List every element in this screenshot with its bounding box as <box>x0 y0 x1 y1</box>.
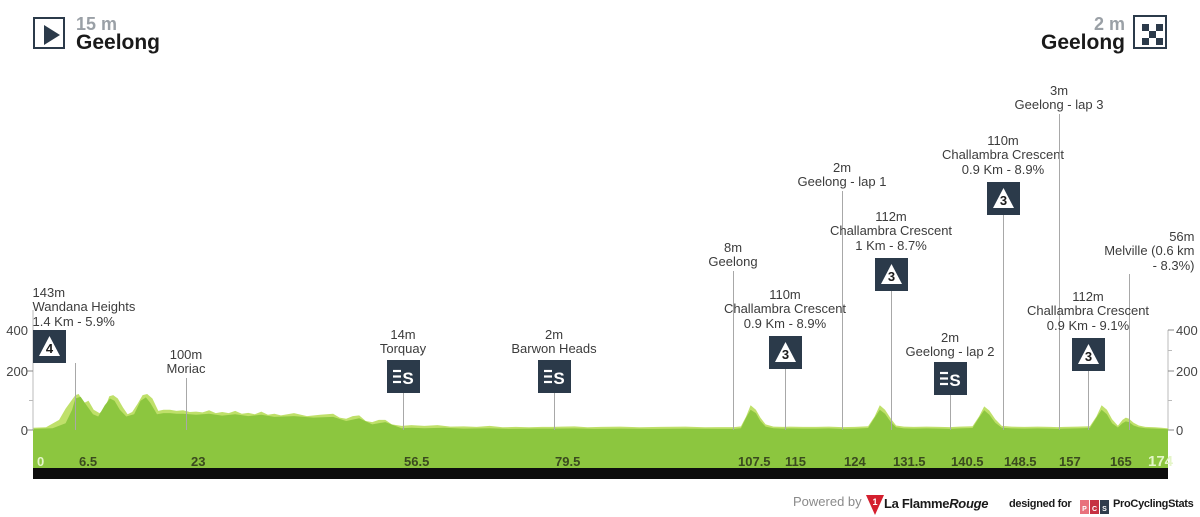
svg-text:S: S <box>1102 506 1107 513</box>
svg-text:P: P <box>1082 506 1087 513</box>
svg-text:C: C <box>1092 506 1097 513</box>
svg-text:23: 23 <box>191 454 205 469</box>
svg-text:157: 157 <box>1059 454 1081 469</box>
svg-text:107.5: 107.5 <box>738 454 771 469</box>
svg-text:S: S <box>949 371 960 390</box>
svg-text:174: 174 <box>1148 453 1174 470</box>
svg-text:124: 124 <box>844 454 866 469</box>
svg-text:3: 3 <box>887 269 894 284</box>
svg-text:6.5: 6.5 <box>79 454 97 469</box>
svg-text:115: 115 <box>785 454 806 469</box>
svg-text:165: 165 <box>1110 454 1132 469</box>
svg-text:148.5: 148.5 <box>1004 454 1037 469</box>
svg-text:3: 3 <box>781 347 788 362</box>
svg-text:140.5: 140.5 <box>951 454 984 469</box>
svg-text:56.5: 56.5 <box>404 454 429 469</box>
svg-text:3: 3 <box>1084 349 1091 364</box>
svg-text:0: 0 <box>37 454 44 469</box>
svg-text:S: S <box>553 369 564 388</box>
svg-text:S: S <box>402 369 413 388</box>
svg-text:1: 1 <box>872 497 877 507</box>
svg-text:79.5: 79.5 <box>555 454 580 469</box>
svg-text:131.5: 131.5 <box>893 454 926 469</box>
svg-text:4: 4 <box>45 341 53 356</box>
svg-text:3: 3 <box>999 193 1006 208</box>
